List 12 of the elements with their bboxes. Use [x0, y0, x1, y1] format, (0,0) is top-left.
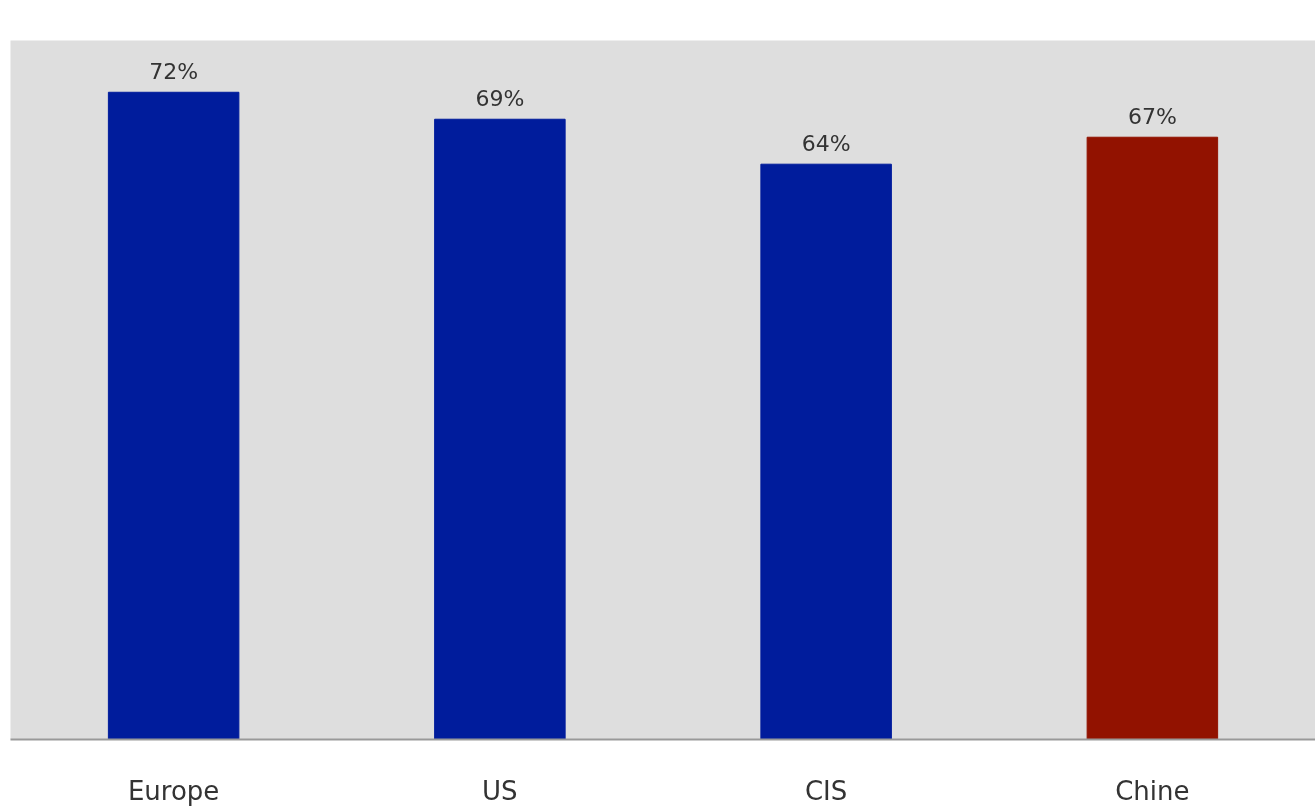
bar	[1086, 136, 1219, 740]
data-label: 67%	[1127, 104, 1177, 130]
data-label: 72%	[149, 59, 199, 85]
x-tick-label: Chine	[1115, 775, 1190, 806]
data-label: 69%	[475, 86, 525, 112]
x-tick-label: CIS	[804, 775, 848, 806]
bar	[760, 163, 892, 740]
data-label: 64%	[801, 131, 851, 157]
x-tick-label: Europe	[127, 775, 220, 806]
bar	[434, 118, 566, 740]
x-tick-label: US	[482, 775, 518, 806]
bar	[107, 91, 240, 740]
